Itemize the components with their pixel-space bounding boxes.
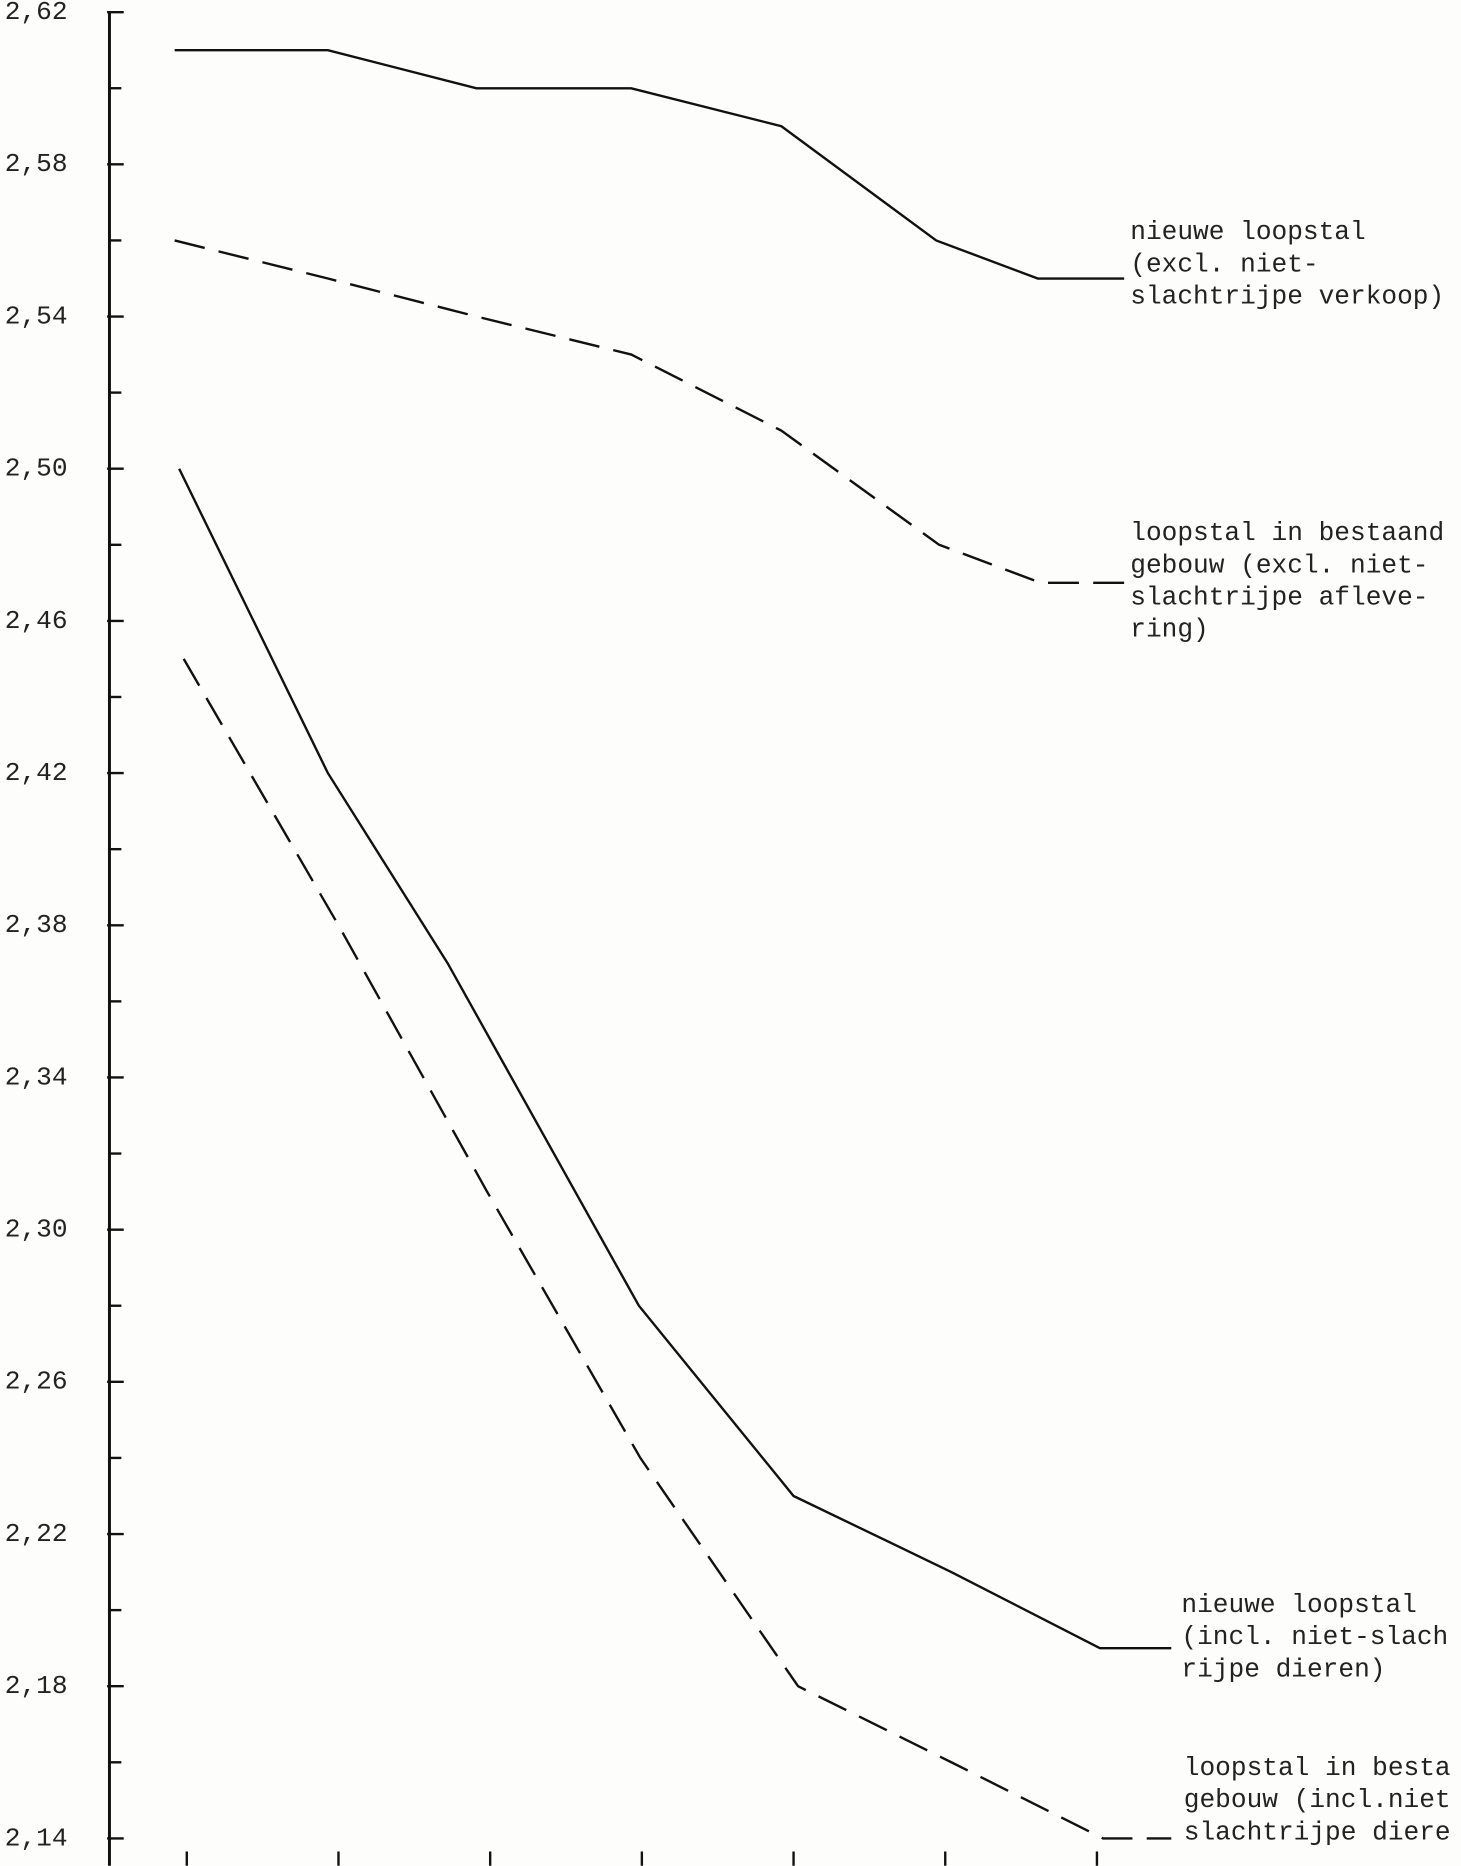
- annotation: slachtrijpe afleve-: [1130, 582, 1428, 612]
- y-tick-label: 2,34: [5, 1062, 68, 1092]
- series-line: [178, 468, 1172, 1650]
- series-line: [174, 239, 1125, 585]
- y-tick-label: 2,30: [5, 1215, 68, 1245]
- annotation: slachtrijpe diere: [1184, 1817, 1451, 1847]
- series-line: [182, 658, 1172, 1840]
- annotation: loopstal in bestaand: [1130, 518, 1444, 548]
- series-line: [174, 49, 1125, 280]
- y-tick-label: 2,42: [5, 758, 68, 788]
- annotation: gebouw (incl.niet: [1184, 1785, 1451, 1815]
- annotation: (excl. niet-: [1130, 249, 1318, 279]
- y-tick-label: 2,50: [5, 454, 68, 484]
- y-tick-label: 2,54: [5, 301, 68, 331]
- y-tick-label: 2,22: [5, 1519, 68, 1549]
- y-tick-label: 2,46: [5, 606, 68, 636]
- y-tick-label: 2,58: [5, 149, 68, 179]
- annotation: ring): [1130, 615, 1208, 645]
- y-tick-label: 2,26: [5, 1367, 68, 1397]
- y-tick-label: 2,62: [5, 0, 68, 27]
- annotation: rijpe dieren): [1181, 1654, 1385, 1684]
- annotation: gebouw (excl. niet-: [1130, 550, 1428, 580]
- y-tick-label: 2,38: [5, 910, 68, 940]
- annotation: slachtrijpe verkoop): [1130, 281, 1444, 311]
- annotation: loopstal in besta: [1184, 1753, 1451, 1783]
- annotation: nieuwe loopstal: [1130, 217, 1365, 247]
- annotation: nieuwe loopstal: [1181, 1590, 1416, 1620]
- annotation: (incl. niet-slach: [1181, 1622, 1448, 1652]
- y-tick-label: 2,18: [5, 1671, 68, 1701]
- y-tick-label: 2,14: [5, 1823, 68, 1853]
